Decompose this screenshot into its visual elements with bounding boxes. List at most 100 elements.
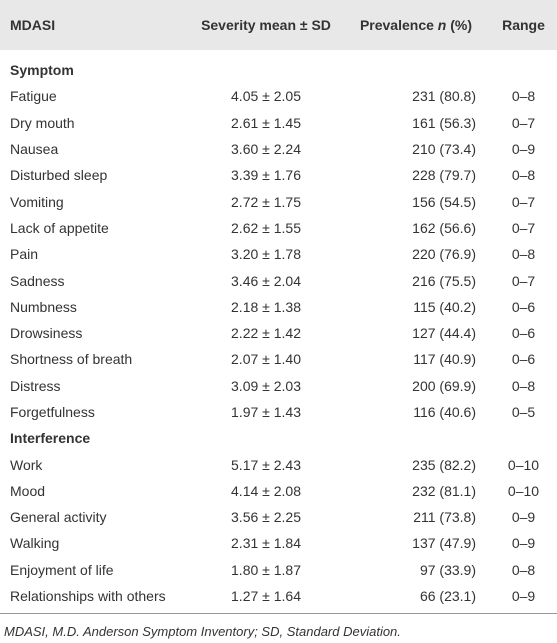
cell: Vomiting	[10, 193, 64, 210]
cell: 0–7	[511, 193, 536, 210]
cell: 3.56 ± 2.25	[231, 509, 301, 526]
cell: 0–8	[511, 246, 536, 263]
data-row: Sadness 3.46 ± 2.04 216 (75.5) 0–7	[0, 267, 557, 293]
header-cell: Prevalence n (%)	[342, 0, 490, 50]
data-row: Numbness 2.18 ± 1.38 115 (40.2) 0–6	[0, 294, 557, 320]
cell: 161 (56.3)	[412, 114, 476, 131]
header-row: MDASI Severity mean ± SD Prevalence n (%…	[0, 0, 557, 50]
cell: 0–10	[507, 456, 540, 473]
header-cell: Range	[490, 0, 557, 50]
data-row: Pain 3.20 ± 1.78 220 (76.9) 0–8	[0, 241, 557, 267]
cell: 1.27 ± 1.64	[231, 588, 301, 605]
cell: 2.31 ± 1.84	[231, 535, 301, 552]
cell: Walking	[10, 535, 60, 552]
cell: 3.46 ± 2.04	[231, 272, 301, 289]
bottom-rule	[0, 609, 557, 615]
rule	[0, 609, 557, 615]
header-text: n	[437, 17, 447, 33]
cell: 156 (54.5)	[412, 193, 476, 210]
cell: 0–9	[511, 588, 536, 605]
cell: Forgetfulness	[10, 404, 95, 420]
data-row: Mood 4.14 ± 2.08 232 (81.1) 0–10	[0, 478, 557, 504]
cell: 0–7	[511, 114, 536, 131]
data-row: General activity 3.56 ± 2.25 211 (73.8) 0–9	[0, 504, 557, 530]
table-body: Symptom Fatigue 4.05 ± 2.05 231 (80.8) 0–8 Dr…	[0, 50, 557, 615]
cell: 0–6	[511, 298, 536, 315]
header-cell: MDASI	[0, 0, 190, 50]
cell: 2.72 ± 1.75	[231, 193, 301, 210]
cell: 127 (44.4)	[412, 325, 476, 342]
data-row: Lack of appetite 2.62 ± 1.55 162 (56.6) 0–7	[0, 215, 557, 241]
header-cell: Severity mean ± SD	[190, 0, 342, 50]
data-row: Vomiting 2.72 ± 1.75 156 (54.5) 0–7	[0, 188, 557, 214]
cell: Work	[10, 456, 43, 473]
cell: 117 (40.9)	[413, 351, 476, 368]
cell: 216 (75.5)	[412, 272, 476, 289]
cell: Enjoyment of life	[10, 561, 114, 578]
data-row: Walking 2.31 ± 1.84 137 (47.9) 0–9	[0, 530, 557, 556]
cell: Shortness of breath	[10, 351, 133, 368]
cell: 0–8	[511, 167, 536, 184]
data-row: Disturbed sleep 3.39 ± 1.76 228 (79.7) 0–8	[0, 162, 557, 188]
cell: 228 (79.7)	[412, 167, 476, 184]
cell: 211 (73.8)	[413, 509, 476, 526]
cell: 162 (56.6)	[412, 219, 476, 236]
cell: 0–8	[511, 88, 536, 105]
cell: 0–5	[511, 404, 536, 420]
cell: 137 (47.9)	[412, 535, 476, 552]
cell: 220 (76.9)	[412, 246, 476, 263]
cell: General activity	[10, 509, 107, 526]
cell: Sadness	[10, 272, 65, 289]
data-row: Shortness of breath 2.07 ± 1.40 117 (40.9)…	[0, 346, 557, 372]
header-text: Prevalence	[359, 17, 434, 33]
cell: 116 (40.6)	[413, 404, 476, 420]
section-row: Symptom	[0, 50, 557, 83]
cell: 0–8	[511, 377, 536, 394]
cell: 1.80 ± 1.87	[231, 561, 301, 578]
cell: 231 (80.8)	[412, 88, 476, 105]
cell: Nausea	[10, 141, 59, 158]
data-row: Distress 3.09 ± 2.03 200 (69.9) 0–8	[0, 373, 557, 399]
cell: 0–6	[511, 351, 536, 368]
cell: Mood	[10, 482, 46, 499]
data-row: Dry mouth 2.61 ± 1.45 161 (56.3) 0–7	[0, 110, 557, 136]
table: MDASI Severity mean ± SD Prevalence n (%…	[0, 0, 557, 615]
cell: Numbness	[10, 298, 77, 315]
cell: 0–7	[511, 219, 536, 236]
cell: 66 (23.1)	[419, 588, 476, 605]
cell: 200 (69.9)	[412, 377, 476, 394]
data-row: Drowsiness 2.22 ± 1.42 127 (44.4) 0–6	[0, 320, 557, 346]
cell: Disturbed sleep	[10, 167, 108, 184]
cell: Drowsiness	[10, 325, 83, 342]
data-row: Forgetfulness 1.97 ± 1.43 116 (40.6) 0–5	[0, 399, 557, 425]
cell: 0–9	[511, 141, 536, 158]
cell: 235 (82.2)	[412, 456, 476, 473]
data-row: Nausea 3.60 ± 2.24 210 (73.4) 0–9	[0, 136, 557, 162]
cell: Fatigue	[10, 88, 57, 105]
section-row: Interference	[0, 425, 557, 451]
cell: 0–6	[511, 325, 536, 342]
data-row: Work 5.17 ± 2.43 235 (82.2) 0–10	[0, 451, 557, 477]
cell: 0–9	[511, 535, 536, 552]
section-title: Interference	[10, 430, 91, 447]
cell: 2.07 ± 1.40	[231, 351, 301, 368]
cell: Lack of appetite	[10, 219, 109, 236]
cell: Dry mouth	[10, 114, 75, 131]
cell: 2.61 ± 1.45	[231, 114, 301, 131]
cell: 3.09 ± 2.03	[231, 377, 301, 394]
cell: 2.18 ± 1.38	[231, 298, 301, 315]
cell: 2.62 ± 1.55	[231, 219, 301, 236]
cell: 0–8	[511, 561, 536, 578]
cell: 4.05 ± 2.05	[231, 88, 301, 105]
cell: 4.14 ± 2.08	[231, 482, 301, 499]
cell: 232 (81.1)	[412, 482, 476, 499]
cell: 210 (73.4)	[412, 141, 476, 158]
data-row: Enjoyment of life 1.80 ± 1.87 97 (33.9) 0–8	[0, 557, 557, 583]
section-title: Symptom	[10, 62, 74, 79]
cell: 3.60 ± 2.24	[231, 141, 301, 158]
cell: 0–9	[511, 509, 536, 526]
cell: 3.39 ± 1.76	[231, 167, 301, 184]
cell: 2.22 ± 1.42	[231, 325, 301, 342]
cell: 97 (33.9)	[419, 561, 476, 578]
